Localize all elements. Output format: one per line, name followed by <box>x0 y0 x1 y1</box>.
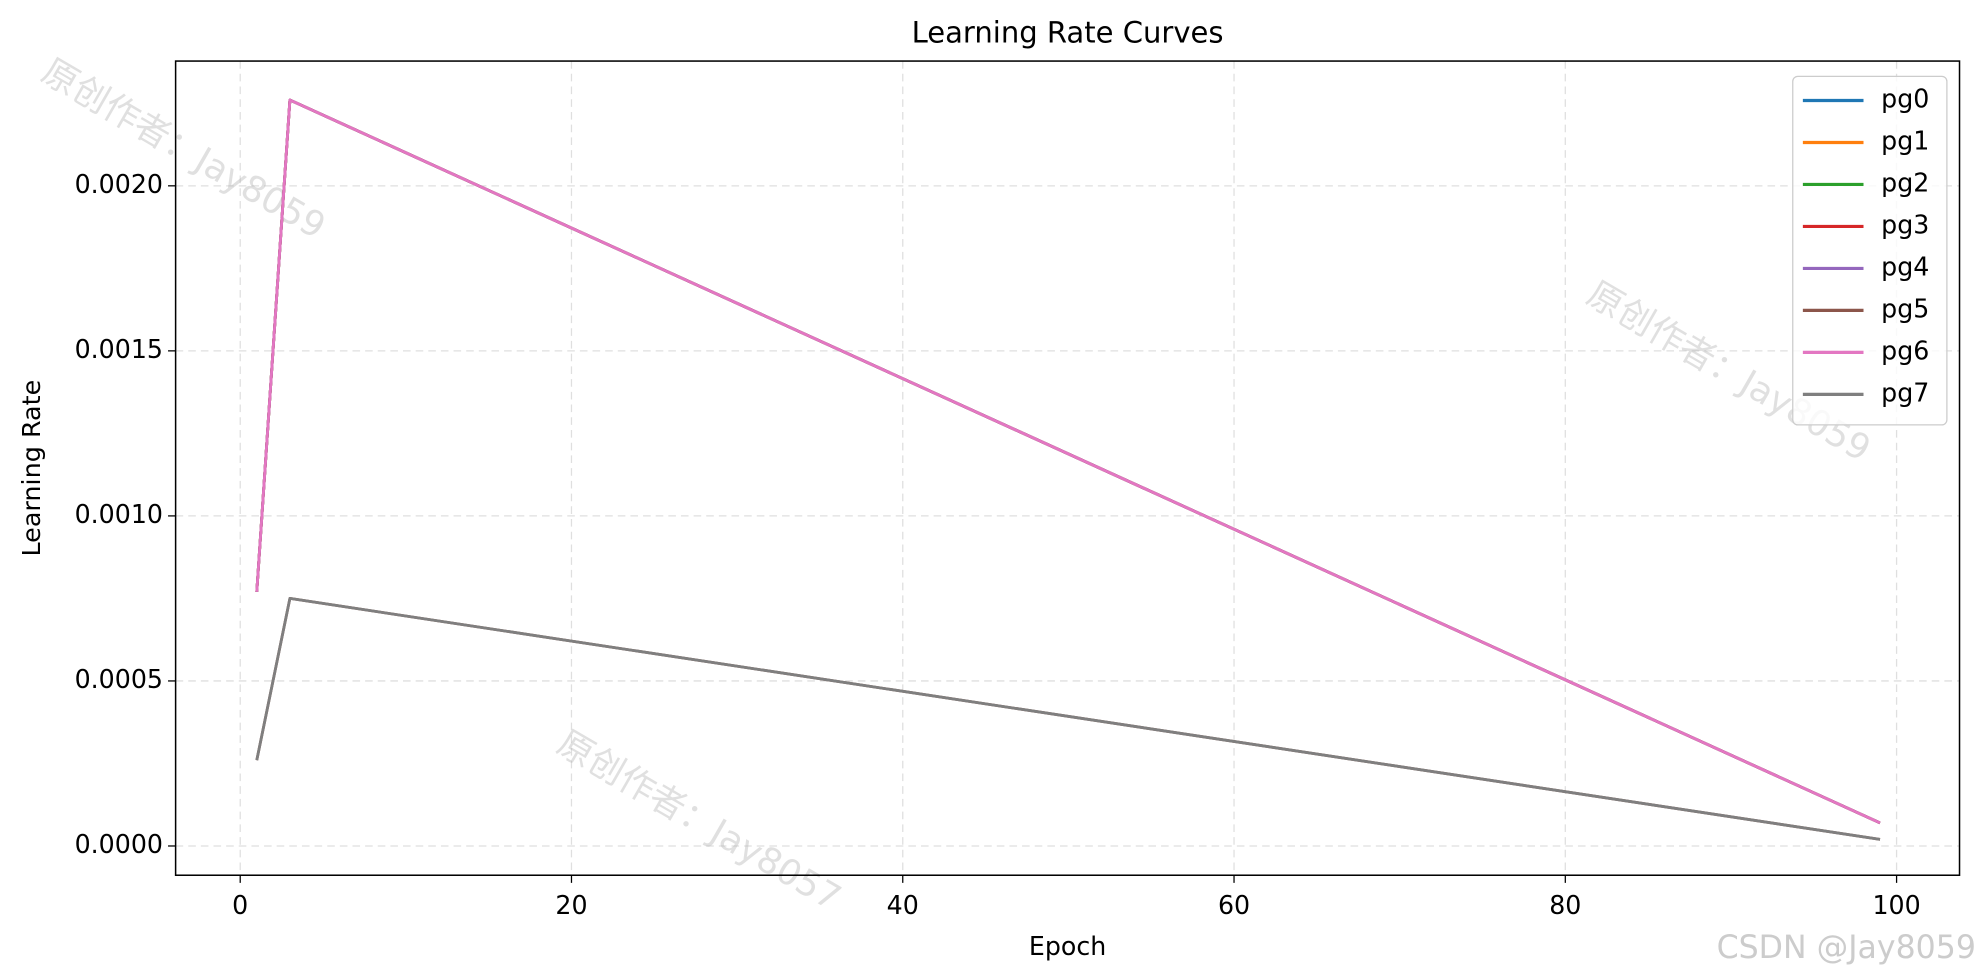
x-tick-label: 60 <box>1218 890 1250 920</box>
legend-label: pg4 <box>1881 251 1929 281</box>
y-tick-label: 0.0010 <box>75 499 163 529</box>
y-tick-label: 0.0000 <box>75 829 163 859</box>
legend-box <box>1792 75 1948 426</box>
legend-label: pg1 <box>1881 125 1929 155</box>
y-axis-label: Learning Rate <box>16 380 46 557</box>
y-tick-label: 0.0015 <box>75 334 163 364</box>
x-tick-label: 20 <box>555 890 587 920</box>
plot-frame <box>174 60 1961 876</box>
y-tick-label: 0.0020 <box>75 169 163 199</box>
x-tick-label: 0 <box>232 890 248 920</box>
legend-label: pg0 <box>1881 83 1929 113</box>
line-series <box>255 597 1881 841</box>
x-tick-label: 40 <box>887 890 919 920</box>
x-axis-label: Epoch <box>1029 931 1106 961</box>
chart-title: Learning Rate Curves <box>912 15 1224 49</box>
y-tick-label: 0.0005 <box>75 664 163 694</box>
line-series <box>255 98 1881 825</box>
legend-label: pg5 <box>1881 293 1929 323</box>
x-tick-label: 80 <box>1549 890 1581 920</box>
legend-label: pg2 <box>1881 167 1929 197</box>
credit: CSDN @Jay8059 <box>1717 930 1976 966</box>
legend-label: pg6 <box>1881 335 1929 365</box>
x-tick-label: 100 <box>1872 890 1920 920</box>
legend-label: pg7 <box>1881 377 1929 407</box>
legend-label: pg3 <box>1881 209 1929 239</box>
